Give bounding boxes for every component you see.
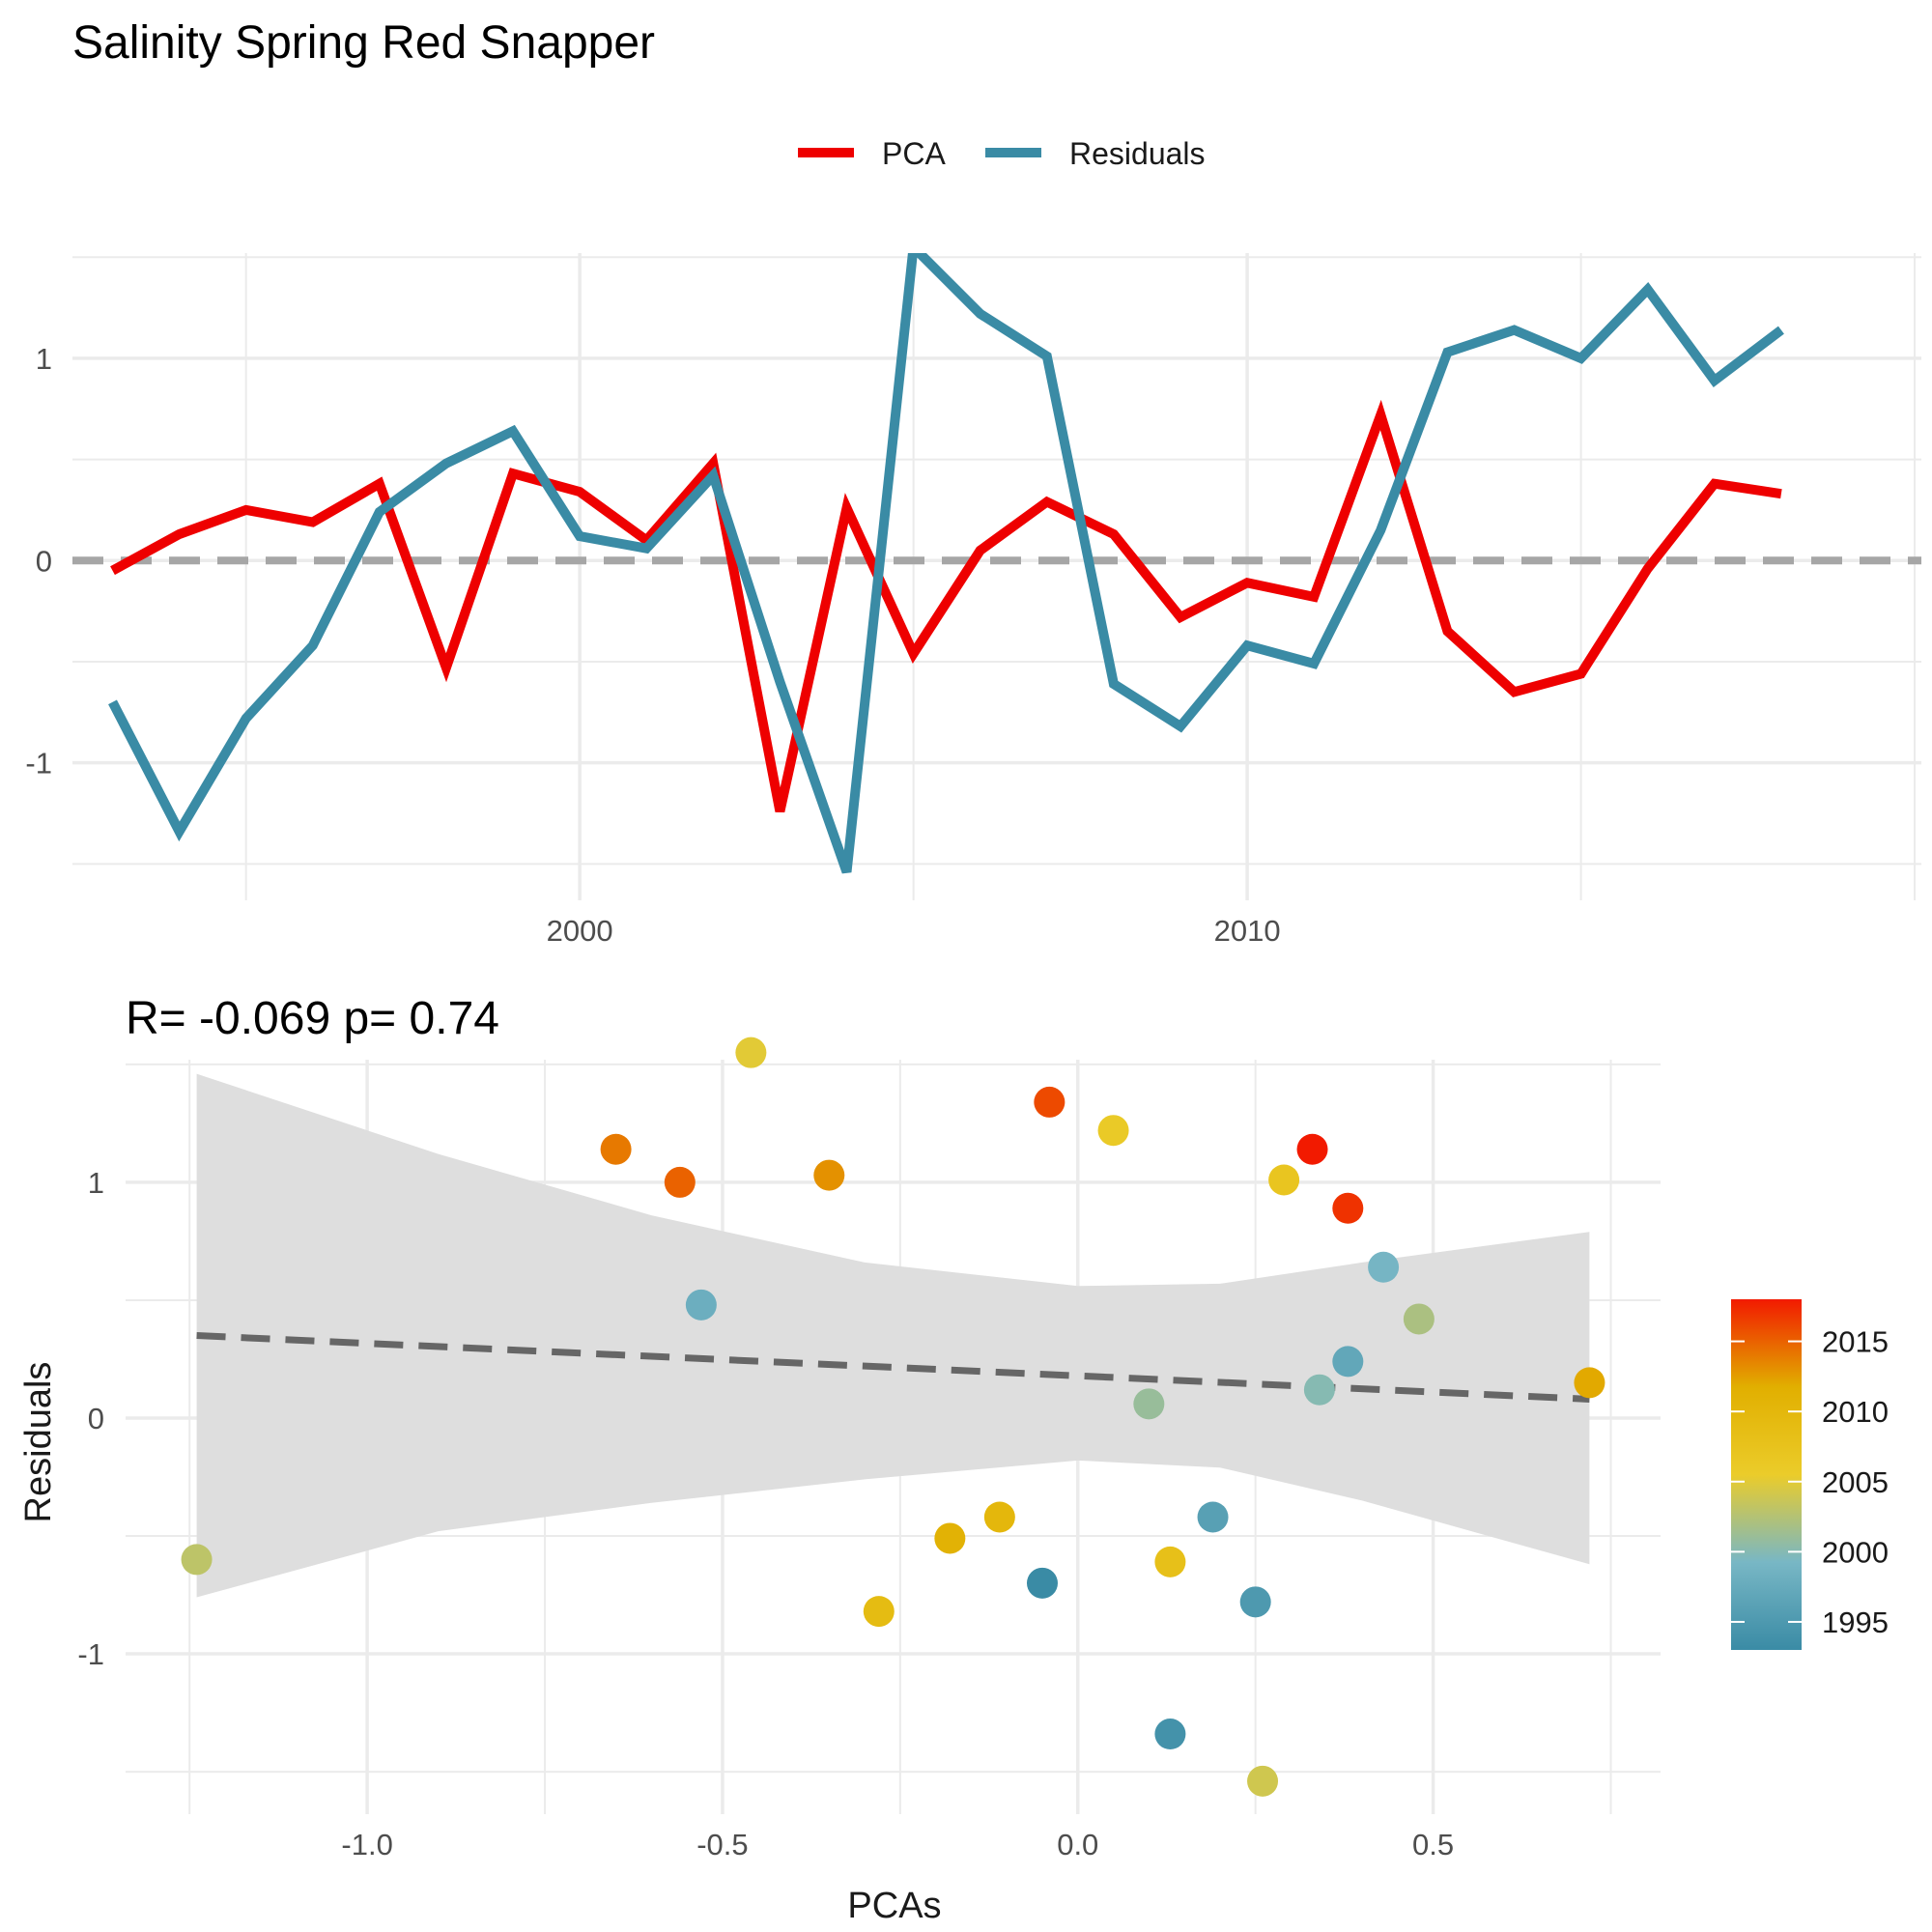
x-tick-label: -0.5 xyxy=(696,1828,748,1861)
colorbar-gradient xyxy=(1731,1299,1802,1650)
x-tick-label: 0.5 xyxy=(1412,1828,1454,1861)
series-line-pca xyxy=(110,399,1782,812)
legend-label-pca: PCA xyxy=(882,136,946,171)
scatter-point xyxy=(863,1596,895,1628)
confidence-band-area xyxy=(196,1073,1590,1598)
y-tick-label: 0 xyxy=(36,544,52,578)
scatter-point xyxy=(983,1501,1015,1533)
y-tick-label: 1 xyxy=(88,1166,104,1200)
legend-label-residuals: Residuals xyxy=(1069,136,1206,171)
scatter-panel: -1 0 1 -1.0 -0.5 0.0 0.5 PCAs Residuals xyxy=(18,1037,1661,1926)
fit-line xyxy=(196,1332,1590,1403)
scatter-point xyxy=(735,1037,767,1068)
scatter-point xyxy=(813,1159,845,1191)
scatter-point xyxy=(1133,1388,1165,1420)
scatter-points xyxy=(181,1037,1605,1797)
colorbar-tick-label: 2010 xyxy=(1822,1395,1889,1429)
x-tick-label: 2000 xyxy=(547,914,613,948)
scatter-point xyxy=(934,1522,966,1554)
series-line-residuals xyxy=(108,253,1784,874)
y-axis-title: Residuals xyxy=(18,1362,59,1523)
scatter-point xyxy=(181,1544,213,1576)
y-tick-label: 0 xyxy=(88,1402,104,1435)
scatter-point xyxy=(1034,1086,1065,1118)
y-tick-label: 1 xyxy=(36,342,52,376)
time-series-y-ticks: -1 0 1 xyxy=(25,342,52,781)
scatter-point xyxy=(1239,1586,1271,1618)
colorbar-tick-label: 1995 xyxy=(1822,1605,1889,1639)
scatter-point xyxy=(1154,1719,1186,1750)
scatter-point xyxy=(1368,1251,1400,1283)
confidence-band xyxy=(196,1073,1590,1598)
scatter-point xyxy=(1247,1765,1279,1797)
scatter-y-ticks: -1 0 1 xyxy=(77,1166,104,1671)
scatter-point xyxy=(1197,1501,1229,1533)
scatter-point xyxy=(1303,1374,1335,1406)
scatter-point xyxy=(1296,1133,1328,1165)
scatter-point xyxy=(1574,1367,1605,1399)
scatter-point xyxy=(1026,1567,1058,1599)
colorbar-tick-label: 2000 xyxy=(1822,1535,1889,1569)
legend: PCA Residuals xyxy=(798,136,1206,171)
regression-fit-line xyxy=(196,1332,1590,1403)
scatter-point xyxy=(1268,1164,1300,1196)
time-series-x-ticks: 2000 2010 xyxy=(547,914,1281,948)
scatter-point xyxy=(685,1289,717,1321)
scatter-point xyxy=(1332,1192,1364,1224)
colorbar-tick-label: 2015 xyxy=(1822,1325,1889,1359)
colorbar-tick-label: 2005 xyxy=(1822,1465,1889,1499)
time-series-panel: -1 0 1 2000 2010 xyxy=(25,253,1921,948)
scatter-point xyxy=(1097,1115,1129,1147)
scatter-point xyxy=(1403,1303,1435,1335)
x-axis-title: PCAs xyxy=(847,1886,941,1926)
scatter-point xyxy=(664,1166,696,1198)
page-title: Salinity Spring Red Snapper xyxy=(72,17,655,69)
y-tick-label: -1 xyxy=(25,747,52,781)
scatter-x-ticks: -1.0 -0.5 0.0 0.5 xyxy=(341,1828,1454,1861)
colorbar-ticks: 1995 2000 2005 2010 2015 xyxy=(1731,1325,1889,1639)
scatter-point xyxy=(1332,1346,1364,1378)
scatter-subtitle: R= -0.069 p= 0.74 xyxy=(126,993,499,1044)
x-tick-label: 2010 xyxy=(1214,914,1281,948)
time-series-lines xyxy=(108,253,1784,874)
x-tick-label: -1.0 xyxy=(341,1828,392,1861)
x-tick-label: 0.0 xyxy=(1057,1828,1098,1861)
colorbar: 1995 2000 2005 2010 2015 xyxy=(1731,1299,1889,1650)
y-tick-label: -1 xyxy=(77,1637,104,1671)
scatter-point xyxy=(1154,1546,1186,1577)
scatter-point xyxy=(600,1133,632,1165)
